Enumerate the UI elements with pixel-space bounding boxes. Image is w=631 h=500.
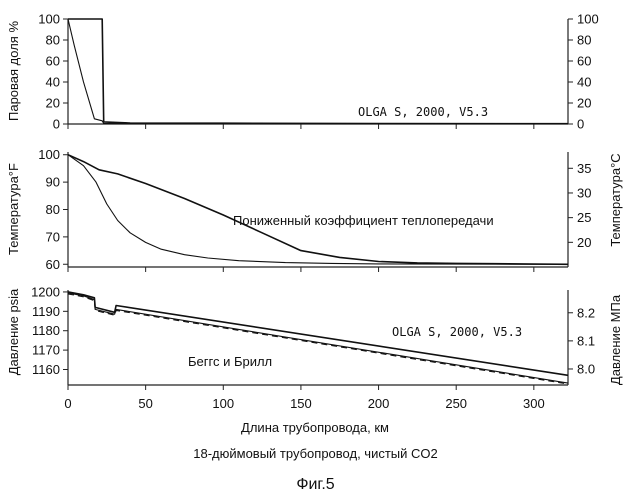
y2-tick-label: 20 (577, 96, 591, 111)
x-tick-label: 200 (368, 396, 390, 411)
y-tick-label: 1170 (32, 343, 60, 358)
y-tick-label: 70 (46, 229, 60, 244)
temperature-y-label-f: Температура°F (6, 163, 21, 255)
pressure-annotation-beggs-brill: Беггс и Брилл (188, 354, 272, 369)
y2-tick-label: 35 (577, 161, 591, 176)
y-tick-label: 0 (53, 117, 60, 132)
y-tick-label: 40 (46, 75, 60, 90)
y2-tick-label: 8.2 (577, 305, 595, 320)
temperature-annotation: Пониженный коэффициент теплопередачи (233, 213, 494, 228)
y-tick-label: 1200 (31, 284, 60, 299)
y2-tick-label: 0 (577, 117, 584, 132)
y2-tick-label: 100 (577, 12, 599, 27)
figure-caption: 18-дюймовый трубопровод, чистый CO2 (0, 446, 631, 461)
y-tick-label: 80 (46, 202, 60, 217)
series-line (68, 19, 568, 124)
y2-tick-label: 30 (577, 185, 591, 200)
x-tick-label: 150 (290, 396, 312, 411)
x-tick-label: 50 (138, 396, 152, 411)
series-line (68, 19, 568, 124)
series-line (68, 155, 568, 265)
y-tick-label: 20 (46, 96, 60, 111)
x-tick-label: 100 (212, 396, 234, 411)
temperature-y-label-c: Температура°C (608, 153, 623, 246)
vapor-annotation-olga: OLGA S, 2000, V5.3 (358, 105, 488, 119)
y2-tick-label: 8.0 (577, 361, 595, 376)
pressure-panel: Давление psia Давление МПа OLGA S, 2000,… (6, 284, 623, 390)
y-tick-label: 60 (46, 54, 60, 69)
figure-label: Фиг.5 (0, 476, 631, 494)
series-line (68, 155, 568, 265)
y2-tick-label: 20 (577, 235, 591, 250)
y-tick-label: 100 (38, 12, 60, 27)
vapor-y-label: Паровая доля % (6, 21, 21, 121)
y-tick-label: 1160 (32, 362, 60, 377)
x-axis-label: Длина трубопровода, км (241, 420, 389, 435)
vapor-fraction-panel: Паровая доля % OLGA S, 2000, V5.3 0 20 40 6… (6, 12, 599, 132)
y2-tick-label: 60 (577, 54, 591, 69)
temperature-panel: Температура°F Температура°C Пониженный к… (6, 147, 623, 272)
y2-tick-label: 40 (577, 75, 591, 90)
x-axis-ticks: 0 50 100 150 200 250 300 (64, 396, 544, 411)
y-tick-label: 90 (46, 175, 60, 190)
pressure-y-label-mpa: Давление МПа (608, 294, 623, 385)
y-tick-label: 80 (46, 33, 60, 48)
y-tick-label: 60 (46, 257, 60, 272)
y-tick-label: 1180 (32, 323, 60, 338)
x-tick-label: 300 (523, 396, 545, 411)
y2-tick-label: 25 (577, 210, 591, 225)
pressure-annotation-olga: OLGA S, 2000, V5.3 (392, 325, 522, 339)
pressure-y-label-psia: Давление psia (6, 288, 21, 375)
x-tick-label: 250 (445, 396, 467, 411)
y-tick-label: 100 (38, 147, 60, 162)
y2-tick-label: 8.1 (577, 333, 595, 348)
x-tick-label: 0 (64, 396, 71, 411)
y-tick-label: 1190 (32, 304, 60, 319)
y2-tick-label: 80 (577, 33, 591, 48)
